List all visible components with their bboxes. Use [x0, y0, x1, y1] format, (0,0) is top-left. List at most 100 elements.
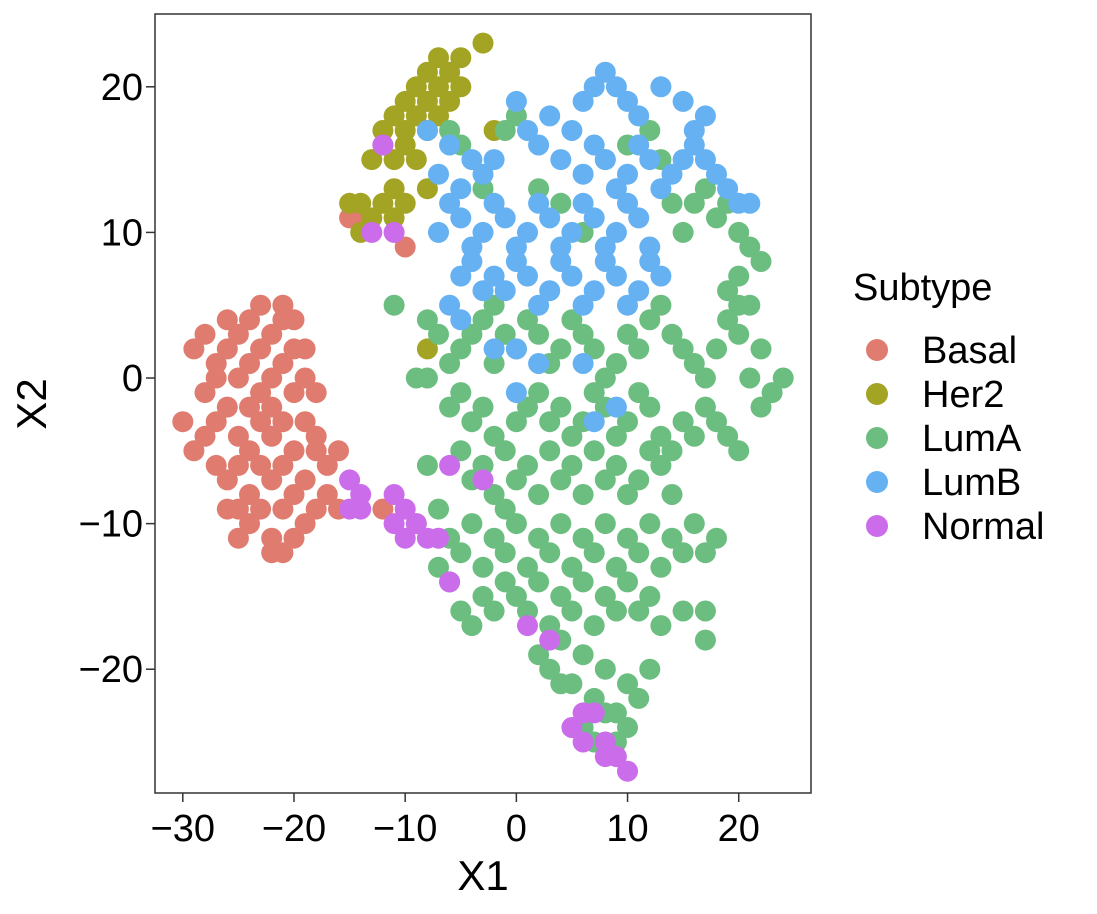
point-lumb — [539, 207, 561, 229]
point-basal — [294, 469, 316, 491]
legend-key-her2 — [866, 383, 888, 405]
point-luma — [661, 527, 683, 549]
point-basal — [250, 294, 272, 316]
point-luma — [617, 527, 638, 549]
point-luma — [672, 600, 694, 622]
point-luma — [528, 382, 550, 404]
point-lumb — [617, 163, 638, 185]
point-lumb — [416, 120, 438, 141]
point-normal — [383, 221, 405, 243]
point-luma — [450, 382, 472, 404]
point-luma — [528, 527, 550, 549]
point-luma — [594, 469, 616, 491]
point-lumb — [594, 149, 616, 171]
point-luma — [628, 542, 650, 564]
point-basal — [216, 309, 238, 331]
point-luma — [583, 615, 605, 637]
point-luma — [605, 556, 627, 578]
point-luma — [439, 353, 461, 374]
point-luma — [416, 454, 438, 476]
point-luma — [494, 440, 516, 462]
point-lumb — [683, 134, 705, 156]
y-tick-label: 0 — [122, 358, 143, 400]
point-normal — [617, 760, 638, 782]
point-lumb — [528, 134, 550, 156]
point-lumb — [461, 251, 483, 272]
x-tick-label: 0 — [506, 808, 527, 850]
point-luma — [728, 323, 750, 345]
legend-label-luma: LumA — [922, 418, 1022, 460]
point-basal — [261, 323, 283, 345]
x-axis: −30 −20 −10 0 10 20 — [151, 793, 760, 850]
point-luma — [706, 527, 727, 549]
point-luma — [472, 556, 494, 578]
point-luma — [528, 178, 550, 200]
point-basal — [227, 527, 249, 549]
point-basal — [261, 527, 283, 549]
point-luma — [628, 600, 650, 622]
point-lumb — [572, 163, 594, 185]
point-luma — [561, 425, 583, 447]
point-her2 — [383, 149, 405, 171]
point-her2 — [428, 105, 449, 127]
point-luma — [639, 120, 661, 141]
point-luma — [461, 615, 483, 637]
point-lumb — [550, 149, 572, 171]
point-luma — [517, 600, 538, 622]
point-lumb — [550, 251, 572, 272]
legend-key-basal — [866, 339, 888, 361]
point-luma — [706, 207, 727, 229]
point-lumb — [572, 90, 594, 112]
point-her2 — [361, 149, 383, 171]
point-lumb — [483, 338, 505, 360]
point-luma — [728, 440, 750, 462]
point-luma — [650, 425, 672, 447]
point-luma — [728, 265, 750, 287]
point-her2 — [450, 76, 472, 98]
point-luma — [483, 425, 505, 447]
point-luma — [605, 353, 627, 374]
point-normal — [428, 527, 449, 549]
point-luma — [550, 513, 572, 535]
point-lumb — [494, 207, 516, 229]
legend-title: Subtype — [853, 267, 992, 309]
point-luma — [483, 353, 505, 374]
point-basal — [205, 353, 227, 374]
point-lumb — [628, 105, 650, 127]
y-tick-label: 20 — [101, 67, 143, 109]
point-luma — [539, 411, 561, 433]
point-luma — [428, 556, 449, 578]
point-lumb — [450, 309, 472, 331]
point-her2 — [472, 32, 494, 54]
y-axis: −20 −10 0 10 20 — [79, 67, 155, 691]
point-lumb — [617, 192, 638, 214]
point-her2 — [372, 192, 394, 214]
point-basal — [216, 469, 238, 491]
point-lumb — [483, 149, 505, 171]
point-lumb — [628, 207, 650, 229]
point-luma — [494, 323, 516, 345]
point-luma — [594, 367, 616, 389]
point-luma — [572, 571, 594, 593]
legend-label-lumb: LumB — [922, 462, 1021, 504]
point-luma — [605, 454, 627, 476]
point-luma — [528, 323, 550, 345]
point-normal — [361, 221, 383, 243]
points-layer — [172, 32, 794, 782]
point-lumb — [517, 221, 538, 243]
point-luma — [683, 425, 705, 447]
point-lumb — [494, 280, 516, 302]
point-lumb — [583, 280, 605, 302]
x-tick-label: 10 — [606, 808, 648, 850]
x-tick-label: −20 — [262, 808, 326, 850]
point-luma — [461, 411, 483, 433]
point-lumb — [428, 221, 449, 243]
point-luma — [472, 585, 494, 607]
point-luma — [772, 367, 794, 389]
point-normal — [472, 469, 494, 491]
point-basal — [394, 236, 416, 258]
point-luma — [494, 120, 516, 141]
point-luma — [517, 396, 538, 418]
point-her2 — [394, 134, 416, 156]
point-lumb — [694, 105, 716, 127]
